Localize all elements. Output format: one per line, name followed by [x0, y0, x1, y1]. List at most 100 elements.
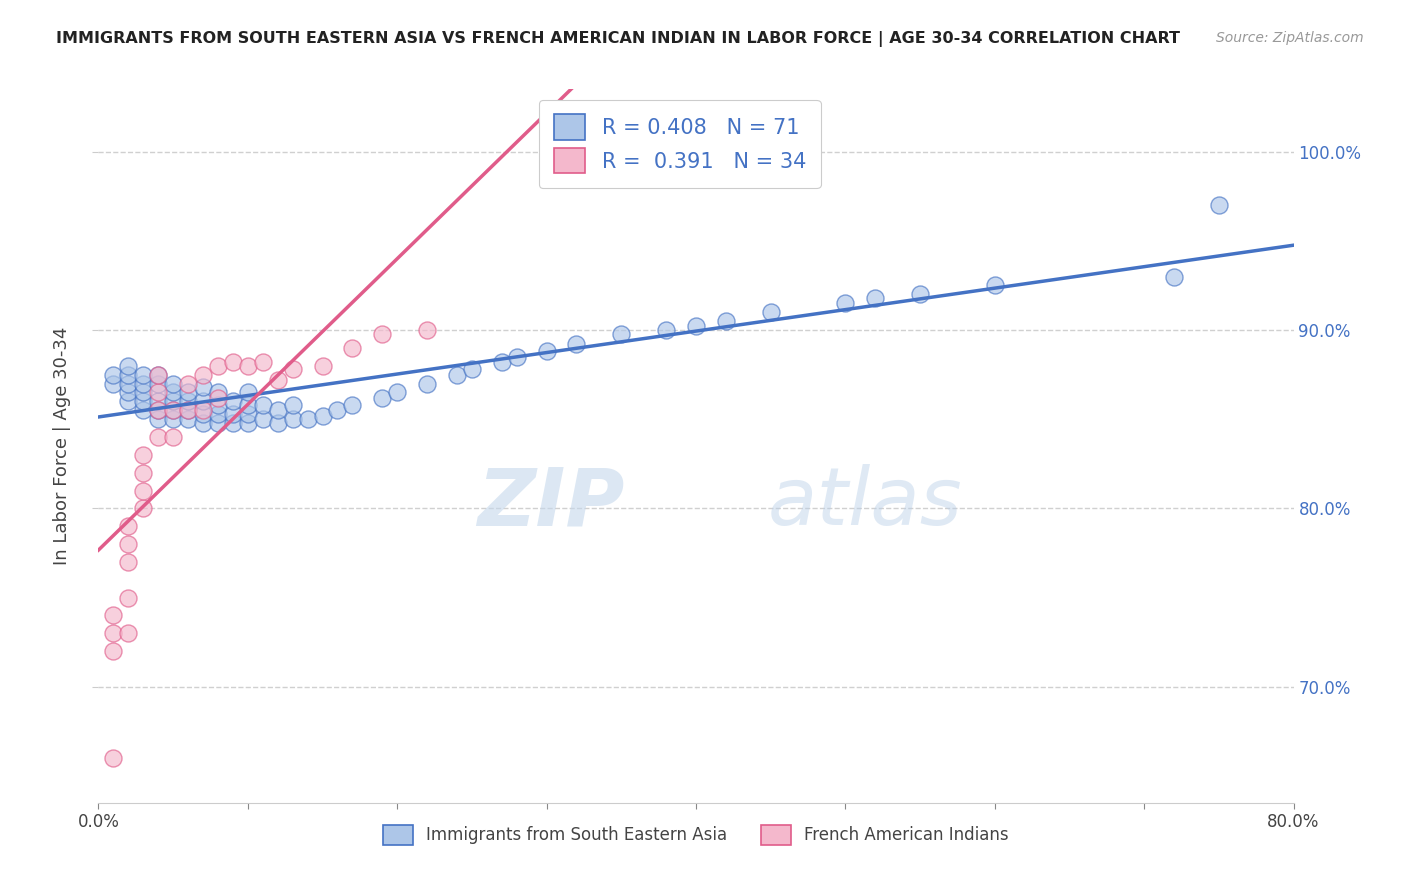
Point	[236, 407, 259, 421]
Point	[416, 323, 439, 337]
Point	[685, 319, 707, 334]
Point	[132, 368, 155, 382]
Point	[103, 376, 125, 391]
Point	[148, 368, 170, 382]
Point	[132, 466, 155, 480]
Point	[207, 416, 229, 430]
Point	[117, 394, 139, 409]
Point	[103, 751, 125, 765]
Point	[162, 403, 184, 417]
Legend: Immigrants from South Eastern Asia, French American Indians: Immigrants from South Eastern Asia, Fren…	[377, 818, 1015, 852]
Point	[148, 403, 170, 417]
Point	[207, 398, 229, 412]
Point	[714, 314, 737, 328]
Point	[326, 403, 349, 417]
Point	[207, 407, 229, 421]
Point	[222, 355, 245, 369]
Point	[103, 608, 125, 623]
Point	[148, 430, 170, 444]
Point	[132, 501, 155, 516]
Text: IMMIGRANTS FROM SOUTH EASTERN ASIA VS FRENCH AMERICAN INDIAN IN LABOR FORCE | AG: IMMIGRANTS FROM SOUTH EASTERN ASIA VS FR…	[56, 31, 1180, 47]
Point	[117, 385, 139, 400]
Point	[132, 385, 155, 400]
Point	[177, 385, 200, 400]
Point	[236, 385, 259, 400]
Point	[191, 394, 214, 409]
Point	[984, 278, 1007, 293]
Point	[177, 403, 200, 417]
Text: ZIP: ZIP	[477, 464, 624, 542]
Point	[177, 403, 200, 417]
Point	[117, 376, 139, 391]
Point	[162, 430, 184, 444]
Point	[191, 380, 214, 394]
Point	[267, 373, 290, 387]
Point	[297, 412, 319, 426]
Point	[865, 291, 887, 305]
Y-axis label: In Labor Force | Age 30-34: In Labor Force | Age 30-34	[53, 326, 72, 566]
Point	[191, 407, 214, 421]
Point	[506, 350, 529, 364]
Point	[117, 519, 139, 533]
Point	[162, 394, 184, 409]
Point	[191, 368, 214, 382]
Point	[148, 368, 170, 382]
Point	[461, 362, 484, 376]
Point	[908, 287, 931, 301]
Point	[311, 359, 333, 373]
Point	[267, 416, 290, 430]
Point	[267, 403, 290, 417]
Point	[371, 391, 394, 405]
Point	[311, 409, 333, 423]
Point	[1208, 198, 1230, 212]
Point	[222, 416, 245, 430]
Point	[117, 626, 139, 640]
Point	[162, 376, 184, 391]
Point	[416, 376, 439, 391]
Point	[207, 385, 229, 400]
Point	[162, 385, 184, 400]
Point	[491, 355, 513, 369]
Point	[117, 359, 139, 373]
Point	[103, 626, 125, 640]
Point	[759, 305, 782, 319]
Point	[117, 591, 139, 605]
Point	[236, 398, 259, 412]
Point	[536, 344, 558, 359]
Point	[132, 394, 155, 409]
Point	[207, 391, 229, 405]
Point	[565, 337, 588, 351]
Point	[222, 407, 245, 421]
Point	[132, 403, 155, 417]
Point	[281, 412, 304, 426]
Point	[342, 341, 364, 355]
Point	[103, 368, 125, 382]
Point	[132, 483, 155, 498]
Point	[342, 398, 364, 412]
Point	[610, 326, 633, 341]
Text: atlas: atlas	[768, 464, 963, 542]
Text: Source: ZipAtlas.com: Source: ZipAtlas.com	[1216, 31, 1364, 45]
Point	[236, 359, 259, 373]
Point	[834, 296, 856, 310]
Point	[117, 555, 139, 569]
Point	[371, 326, 394, 341]
Point	[117, 537, 139, 551]
Point	[281, 362, 304, 376]
Point	[252, 412, 274, 426]
Point	[162, 403, 184, 417]
Point	[191, 403, 214, 417]
Point	[132, 376, 155, 391]
Point	[222, 394, 245, 409]
Point	[103, 644, 125, 658]
Point	[191, 416, 214, 430]
Point	[148, 376, 170, 391]
Point	[148, 394, 170, 409]
Point	[1163, 269, 1185, 284]
Point	[148, 403, 170, 417]
Point	[148, 385, 170, 400]
Point	[252, 398, 274, 412]
Point	[281, 398, 304, 412]
Point	[177, 394, 200, 409]
Point	[655, 323, 678, 337]
